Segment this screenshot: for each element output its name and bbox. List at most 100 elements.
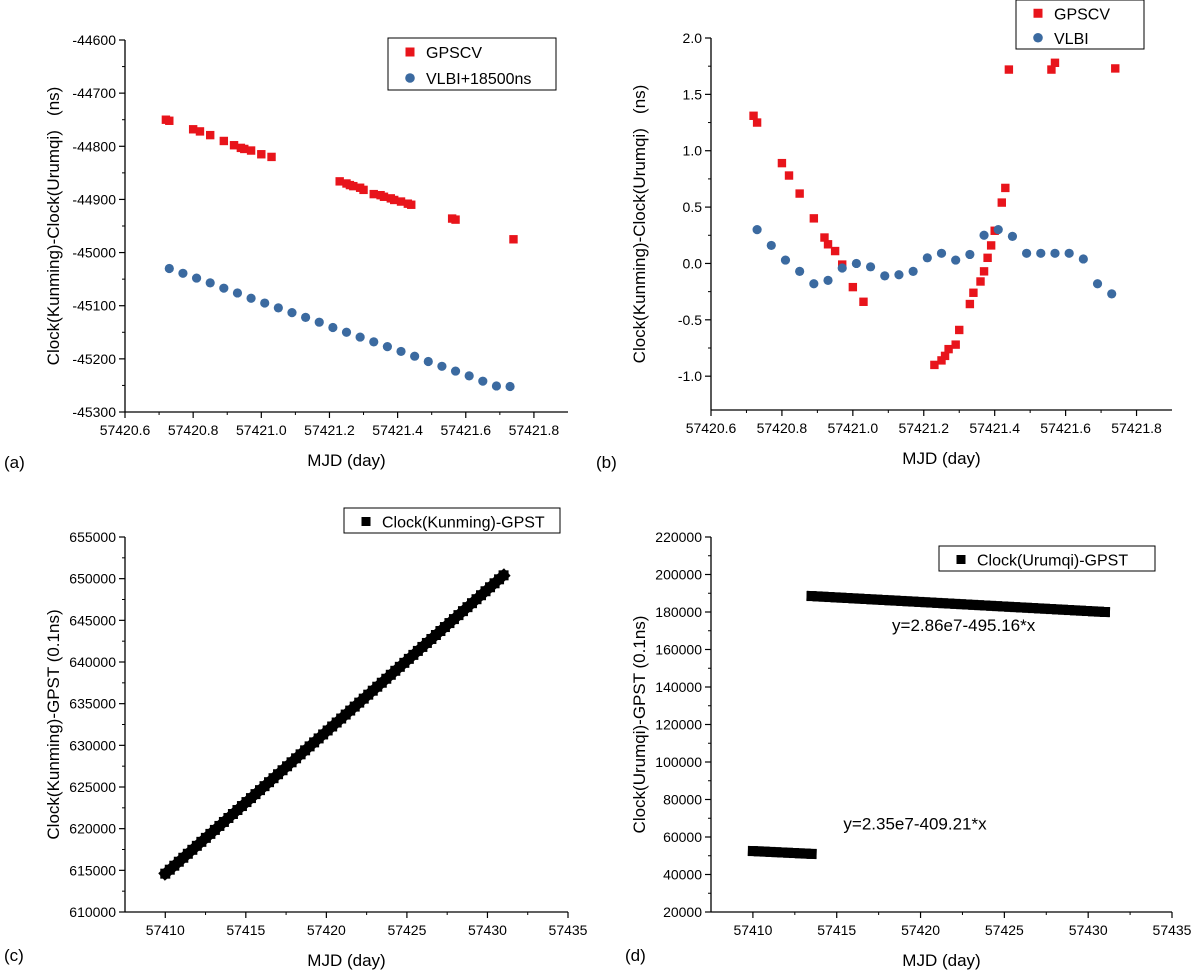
x-tick-label: 57430 <box>1069 922 1108 938</box>
data-point <box>1022 602 1033 613</box>
data-point <box>777 158 787 168</box>
data-point <box>950 598 961 609</box>
data-point <box>800 848 811 859</box>
legend-label: Clock(Urumqi)-GPST <box>977 553 1128 570</box>
x-tick-label: 57415 <box>226 922 265 938</box>
y-tick-label: 140000 <box>655 679 702 695</box>
y-tick-label: 655000 <box>69 529 116 545</box>
data-point <box>437 361 447 371</box>
data-point <box>836 592 847 603</box>
panel-d: 57410 57415 57420 57425 57430 57435 20000 40000… <box>625 529 1192 970</box>
y-tick-label: 20000 <box>663 904 702 920</box>
panel-a: 57420.6 57420.8 57421.0 57421.2 57421.4 57421… <box>4 32 568 472</box>
legend-box <box>387 37 557 91</box>
data-point <box>257 150 266 159</box>
fit-equation: y=2.86e7-495.16*x <box>892 616 1036 635</box>
data-point <box>1046 604 1057 615</box>
data-point <box>1093 606 1104 617</box>
data-point <box>1058 604 1069 615</box>
data-point <box>1022 248 1032 258</box>
data-point <box>451 215 460 224</box>
data-point <box>865 262 876 272</box>
y-tick-label: 220000 <box>655 529 702 545</box>
x-tick-label: 57421.2 <box>304 422 355 438</box>
data-point <box>848 282 858 292</box>
data-point <box>188 125 198 134</box>
data-point <box>979 267 989 276</box>
data-point <box>878 594 889 605</box>
data-point <box>951 340 960 349</box>
data-point <box>509 235 518 244</box>
data-point <box>890 595 901 606</box>
data-point <box>965 299 975 309</box>
data-point <box>926 597 937 608</box>
data-point <box>1004 601 1015 612</box>
x-axis-label: MJD (day) <box>902 951 980 970</box>
data-point <box>936 248 947 258</box>
y-tick-label: 620000 <box>69 821 116 837</box>
data-point <box>976 277 985 286</box>
data-point <box>390 195 399 205</box>
data-point <box>998 601 1009 612</box>
y-tick-label: -44600 <box>72 32 116 48</box>
series-clock-kunming-gpst <box>158 568 511 881</box>
data-point <box>396 346 406 357</box>
legend-label: Clock(Kunming)-GPST <box>382 515 545 532</box>
x-axis-label: MJD (day) <box>307 451 385 470</box>
data-point <box>922 253 932 263</box>
legend-box <box>343 507 561 534</box>
data-point <box>908 596 919 607</box>
data-point <box>1064 605 1075 616</box>
data-point <box>314 317 324 327</box>
data-point <box>765 846 776 857</box>
data-point <box>450 366 461 376</box>
data-point <box>938 598 949 609</box>
data-point <box>1052 604 1063 615</box>
x-tick-label: 57430 <box>468 922 507 938</box>
y-tick-label: 1.0 <box>683 143 703 159</box>
legend-label: GPSCV <box>1054 6 1110 23</box>
x-tick-label: 57421.0 <box>828 420 879 436</box>
y-tick-label: -44700 <box>72 85 116 101</box>
x-tick-label: 57421.4 <box>969 420 1020 436</box>
x-axis-label: MJD (day) <box>902 449 980 468</box>
data-point <box>195 127 205 136</box>
panel-b: 57420.6 57420.8 57421.0 57421.2 57421.4 57421… <box>596 0 1172 472</box>
legend-label: VLBI <box>1054 31 1089 48</box>
y-axis-label: Clock(Kunming)-GPST (0.1ns) <box>44 609 63 839</box>
y-tick-label: 650000 <box>69 571 116 587</box>
series-vlbi-18500ns <box>164 263 515 392</box>
data-point <box>752 225 762 235</box>
data-point <box>191 273 202 283</box>
data-point <box>359 185 368 195</box>
y-axis-label: Clock(Kunming)-Clock(Urumqi) (ns) <box>630 85 649 364</box>
data-point <box>902 596 913 607</box>
data-point <box>914 596 925 607</box>
data-point <box>341 327 352 337</box>
data-point <box>788 848 799 859</box>
data-point <box>355 332 365 342</box>
y-tick-label: 60000 <box>663 829 702 845</box>
data-point <box>842 593 853 604</box>
y-tick-label: 0.0 <box>683 255 703 271</box>
data-point <box>287 308 297 318</box>
data-point <box>246 146 256 155</box>
y-tick-label: 160000 <box>655 642 702 658</box>
y-tick-label: -45300 <box>72 404 116 420</box>
data-point <box>866 594 877 605</box>
data-point <box>423 356 433 367</box>
data-point <box>969 288 978 297</box>
legend: Clock(Kunming)-GPST <box>343 507 561 534</box>
data-point <box>766 240 776 251</box>
data-point <box>823 240 833 249</box>
y-tick-label: 80000 <box>663 792 702 808</box>
data-point <box>267 152 276 162</box>
y-tick-label: 200000 <box>655 567 702 583</box>
data-point <box>410 351 420 361</box>
data-point <box>979 230 989 240</box>
data-point <box>962 599 973 610</box>
x-tick-label: 57421.2 <box>898 420 949 436</box>
data-point <box>812 591 823 602</box>
panel-c: 57410 57415 57420 57425 57430 57435 610000 6150… <box>4 507 588 970</box>
